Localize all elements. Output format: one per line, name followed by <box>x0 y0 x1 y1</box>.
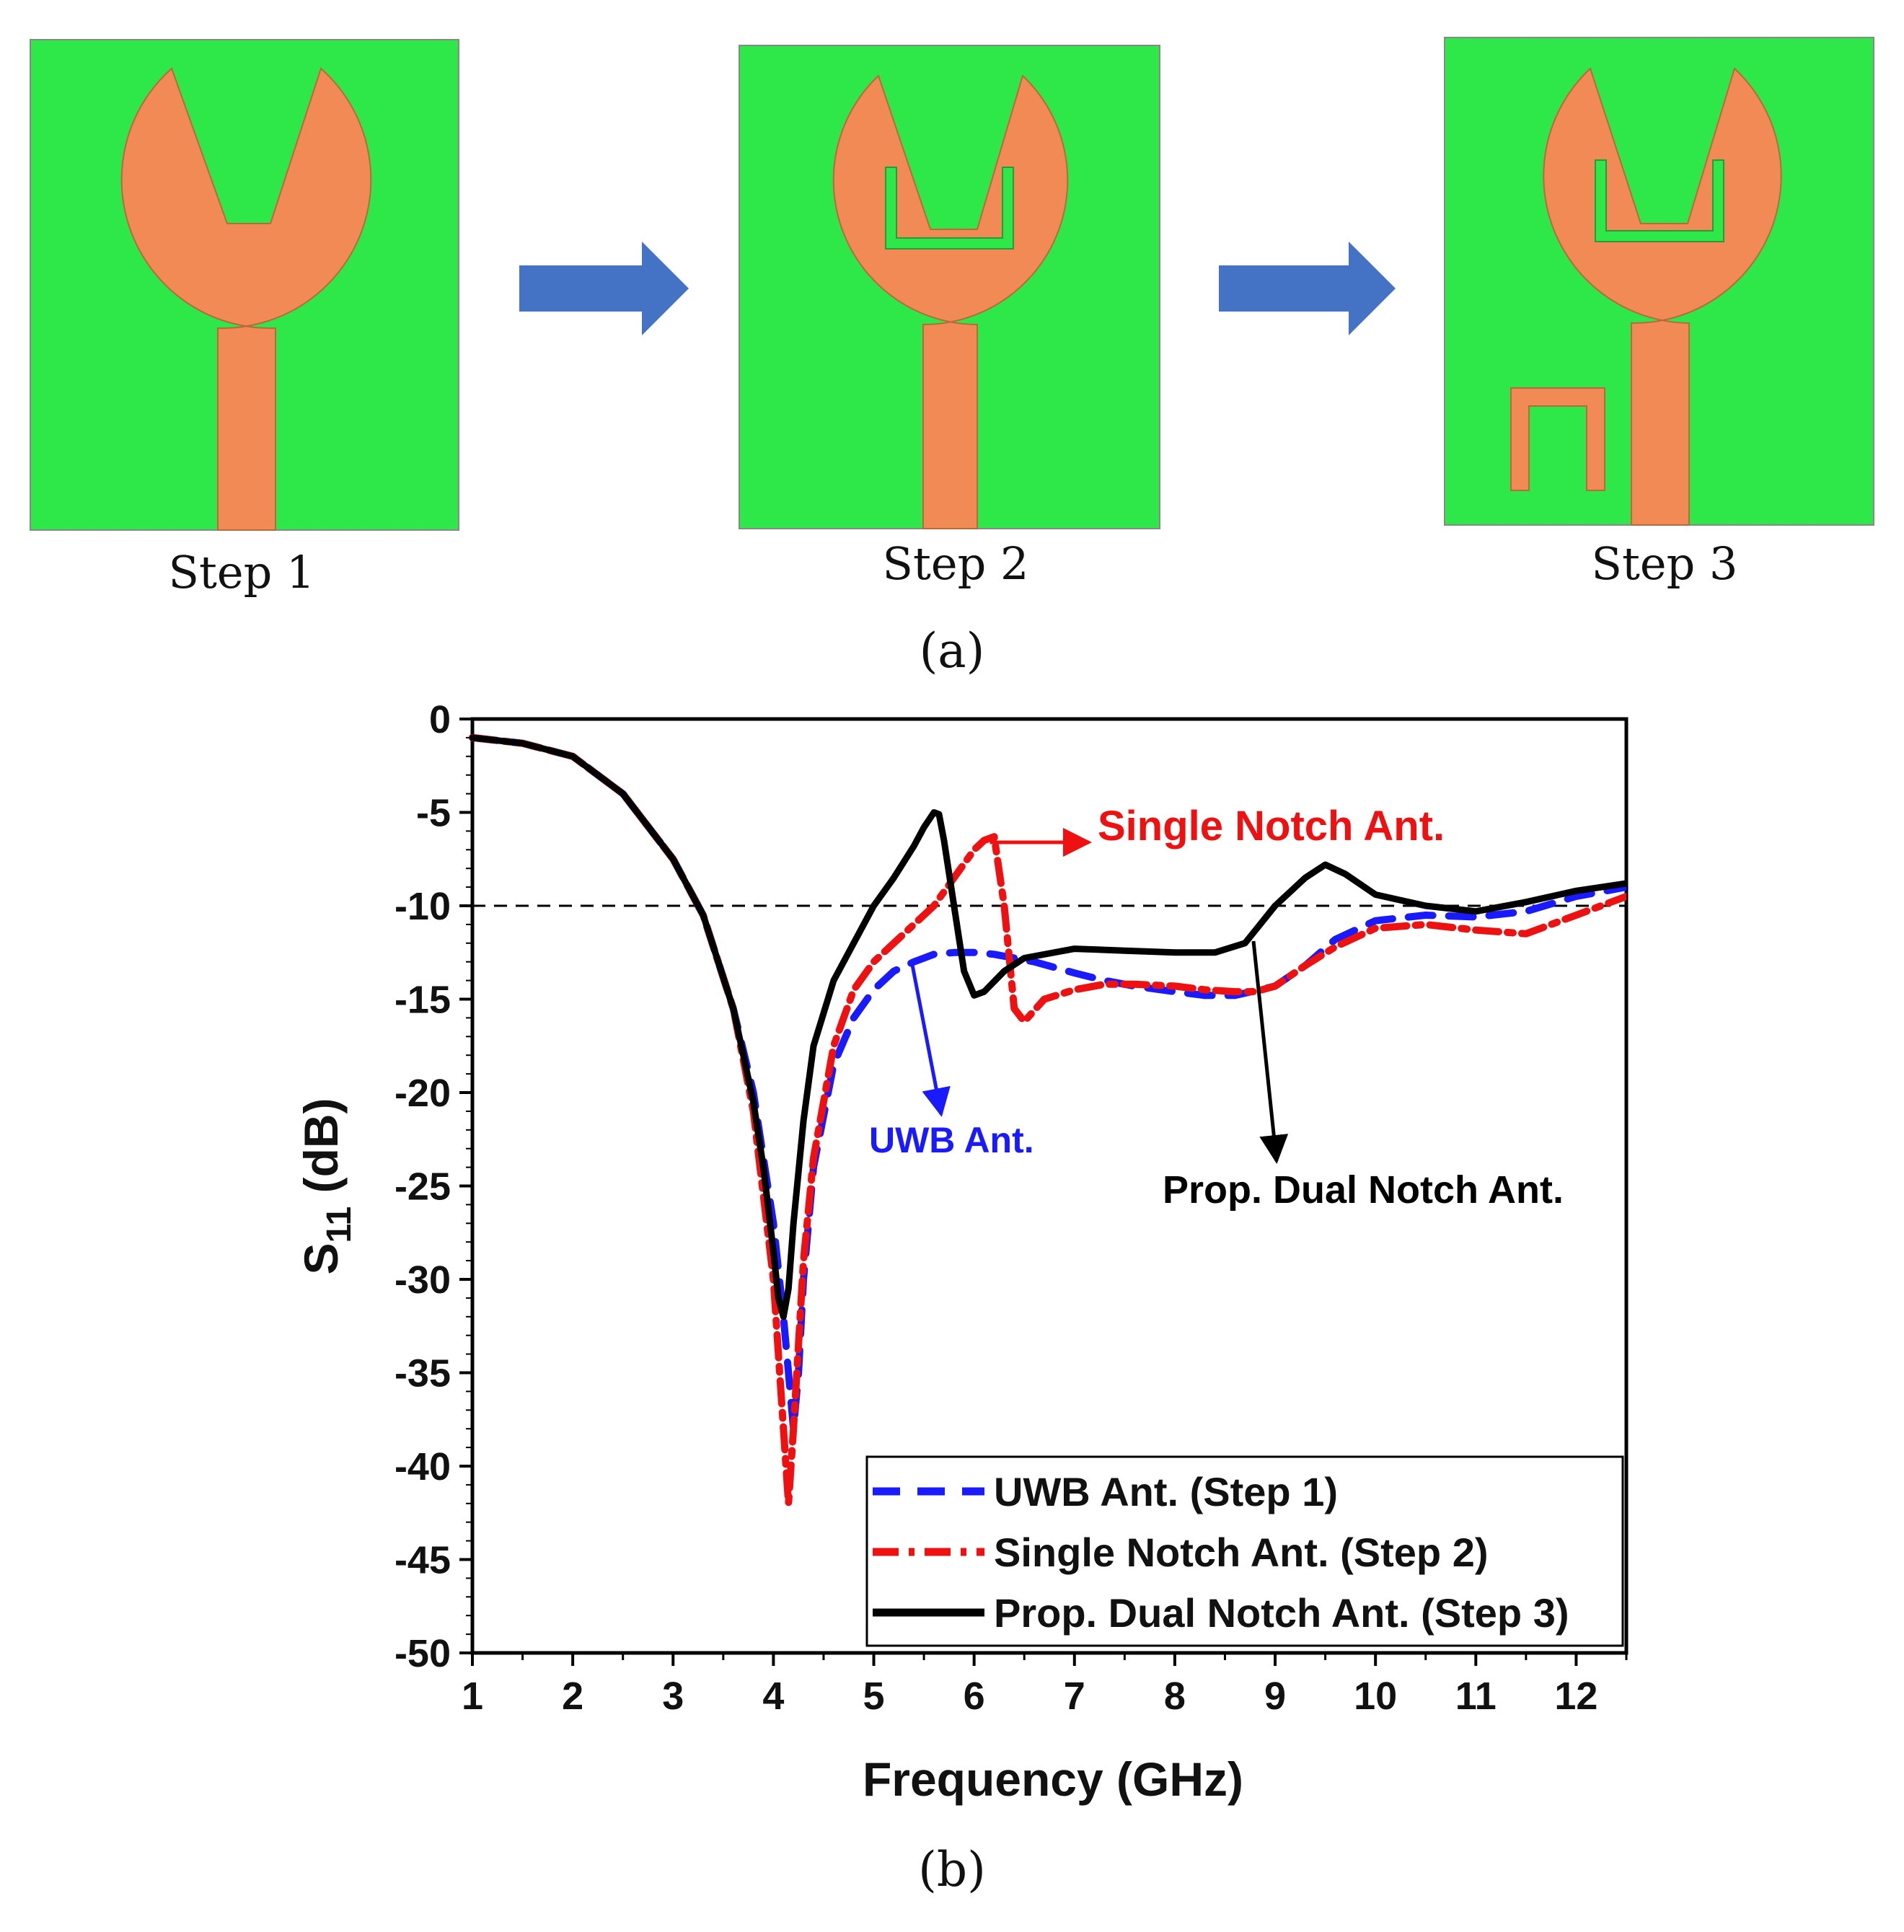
y-tick-label: -20 <box>395 1072 451 1115</box>
u-resonator-step-3 <box>1510 387 1605 491</box>
y-tick-label: -5 <box>416 792 451 835</box>
x-tick-label: 5 <box>863 1675 884 1718</box>
legend-box <box>865 1455 1624 1647</box>
antenna-step-2: Step 2 <box>739 45 1160 590</box>
y-tick-label: 0 <box>429 698 451 741</box>
series-layer <box>469 733 1626 1507</box>
x-tick-label: 10 <box>1354 1675 1397 1718</box>
x-axis-title: Frequency (GHz) <box>863 1752 1243 1806</box>
y-axis-title-main: S <box>294 1243 348 1275</box>
y-tick-label: -25 <box>395 1165 451 1209</box>
x-tick-label: 3 <box>662 1675 684 1718</box>
x-tick-label: 1 <box>462 1675 483 1718</box>
antenna-step-1: Step 1 <box>30 39 459 599</box>
x-tick-label: 2 <box>562 1675 583 1718</box>
x-tick-label: 7 <box>1064 1675 1085 1718</box>
y-tick-label: -10 <box>395 885 451 928</box>
legend-label-uwb: UWB Ant. (Step 1) <box>994 1469 1338 1514</box>
step-1-label: Step 1 <box>169 546 315 599</box>
y-tick-label: -40 <box>395 1445 451 1488</box>
arrow-right-2 <box>1219 242 1396 335</box>
u-slot-step-3 <box>1595 159 1724 242</box>
legend-label-single-notch: Single Notch Ant. (Step 2) <box>994 1530 1488 1575</box>
uwb-annotation: UWB Ant. <box>869 1120 1034 1160</box>
s11-chart: 1 2 3 4 5 6 7 8 9 10 11 120-5-10-15-20-25-30-35-40-… <box>294 698 1628 1806</box>
uwb-annotation-arrow <box>910 964 951 1117</box>
single-notch-annotation-arrow <box>990 828 1092 857</box>
y-axis-title: S11 (dB) <box>294 1098 358 1274</box>
y-tick-label: -45 <box>395 1539 451 1582</box>
single-notch-annotation: Single Notch Ant. <box>1098 803 1445 850</box>
y-tick-label: -30 <box>395 1258 451 1302</box>
x-tick-label: 11 <box>1455 1675 1497 1718</box>
x-tick-label: 9 <box>1264 1675 1286 1718</box>
caption-a: (a) <box>920 623 985 679</box>
y-axis-title-unit: (dB) <box>294 1098 348 1206</box>
x-tick-label: 12 <box>1554 1675 1597 1718</box>
step-3-label: Step 3 <box>1592 537 1738 590</box>
legend-label-dual-notch: Prop. Dual Notch Ant. (Step 3) <box>994 1590 1569 1636</box>
dual-notch-annotation-arrow <box>1251 940 1289 1164</box>
x-tick-label: 8 <box>1164 1675 1186 1718</box>
y-tick-label: -35 <box>395 1352 451 1395</box>
y-tick-label: -15 <box>395 979 451 1022</box>
series-line-dual-notch <box>469 734 1626 1320</box>
caption-b: (b) <box>918 1842 986 1897</box>
y-axis-title-sub: 11 <box>320 1207 358 1243</box>
step-2-label: Step 2 <box>883 537 1029 590</box>
y-tick-label: -50 <box>395 1632 451 1675</box>
dual-notch-annotation: Prop. Dual Notch Ant. <box>1163 1168 1564 1212</box>
antenna-step-3: Step 3 <box>1444 37 1874 590</box>
u-slot-step-2 <box>885 167 1014 250</box>
x-tick-label: 6 <box>964 1675 985 1718</box>
legend: UWB Ant. (Step 1) Single Notch Ant. (Ste… <box>865 1455 1624 1647</box>
patch-step-1 <box>120 67 372 531</box>
axis-ticks: 1 2 3 4 5 6 7 8 9 10 11 120-5-10-15-20-25-30-35-40-… <box>395 698 1628 1718</box>
x-tick-label: 4 <box>762 1675 784 1718</box>
arrow-right-1 <box>519 242 689 335</box>
series-line-single-notch <box>469 733 1626 1507</box>
